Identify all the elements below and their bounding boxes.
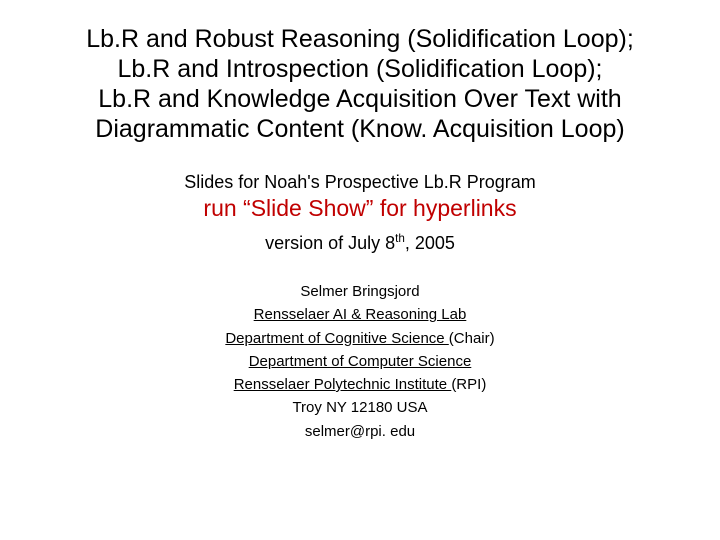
lab-link[interactable]: Rensselaer AI & Reasoning Lab [254, 306, 467, 323]
version-ordinal: th [395, 232, 405, 245]
email: selmer@rpi. edu [36, 420, 684, 443]
slide: Lb.R and Robust Reasoning (Solidificatio… [0, 0, 720, 540]
slide-title: Lb.R and Robust Reasoning (Solidificatio… [36, 24, 684, 144]
subtitle: Slides for Noah's Prospective Lb.R Progr… [36, 172, 684, 193]
rpi-tail: (RPI) [451, 376, 486, 393]
title-line-4: Diagrammatic Content (Know. Acquisition … [95, 115, 624, 143]
dept-cogsci-link[interactable]: Department of Cognitive Science [225, 330, 448, 347]
version-line: version of July 8th, 2005 [36, 232, 684, 254]
version-suffix: , 2005 [405, 233, 455, 253]
run-slideshow-line: run “Slide Show” for hyperlinks [36, 195, 684, 222]
title-line-2: Lb.R and Introspection (Solidification L… [117, 55, 602, 83]
title-line-3: Lb.R and Knowledge Acquisition Over Text… [98, 85, 621, 113]
title-line-1: Lb.R and Robust Reasoning (Solidificatio… [86, 25, 634, 53]
rpi-link[interactable]: Rensselaer Polytechnic Institute [234, 376, 452, 393]
chair-label: (Chair) [449, 330, 495, 347]
dept-cs-link[interactable]: Department of Computer Science [249, 353, 472, 370]
address: Troy NY 12180 USA [36, 396, 684, 419]
author-name: Selmer Bringsjord [36, 280, 684, 303]
version-prefix: version of July 8 [265, 233, 395, 253]
affiliation-block: Selmer Bringsjord Rensselaer AI & Reason… [36, 280, 684, 443]
